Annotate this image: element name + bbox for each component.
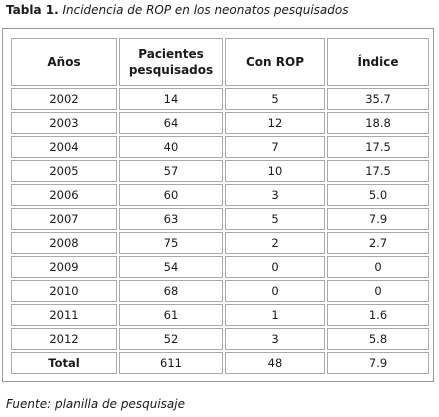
table-header-row: Años Pacientes pesquisados Con ROP Índic… [11,38,429,86]
table-frame: Años Pacientes pesquisados Con ROP Índic… [2,28,434,382]
cell-rop: 5 [225,88,325,110]
cell-index: 0 [327,256,429,278]
cell-year: 2012 [11,328,117,350]
cell-patients: 63 [119,208,223,230]
cell-rop: 10 [225,160,325,182]
total-index: 7.9 [327,352,429,374]
table-row: 2009 54 0 0 [11,256,429,278]
cell-index: 5.0 [327,184,429,206]
cell-year: 2004 [11,136,117,158]
cell-patients: 68 [119,280,223,302]
cell-patients: 75 [119,232,223,254]
header-year: Años [11,38,117,86]
cell-rop: 3 [225,184,325,206]
cell-year: 2007 [11,208,117,230]
header-patients-line2: pesquisados [128,63,214,77]
cell-index: 35.7 [327,88,429,110]
cell-index: 5.8 [327,328,429,350]
source-note: Fuente: planilla de pesquisaje [6,397,185,411]
cell-patients: 61 [119,304,223,326]
cell-index: 17.5 [327,160,429,182]
table-row: 2008 75 2 2.7 [11,232,429,254]
table-total-row: Total 611 48 7.9 [11,352,429,374]
cell-year: 2009 [11,256,117,278]
cell-patients: 64 [119,112,223,134]
cell-patients: 60 [119,184,223,206]
table-row: 2004 40 7 17.5 [11,136,429,158]
cell-rop: 12 [225,112,325,134]
cell-year: 2011 [11,304,117,326]
cell-rop: 5 [225,208,325,230]
header-patients-line1: Pacientes [138,47,204,61]
table-row: 2010 68 0 0 [11,280,429,302]
total-label: Total [11,352,117,374]
table-row: 2002 14 5 35.7 [11,88,429,110]
header-index: Índice [327,38,429,86]
table-row: 2006 60 3 5.0 [11,184,429,206]
table-caption-text: Incidencia de ROP en los neonatos pesqui… [62,3,349,17]
cell-patients: 14 [119,88,223,110]
cell-index: 2.7 [327,232,429,254]
cell-index: 7.9 [327,208,429,230]
table-row: 2007 63 5 7.9 [11,208,429,230]
cell-rop: 0 [225,256,325,278]
rop-incidence-table: Años Pacientes pesquisados Con ROP Índic… [9,36,431,376]
cell-index: 1.6 [327,304,429,326]
cell-year: 2006 [11,184,117,206]
cell-index: 0 [327,280,429,302]
table-row: 2012 52 3 5.8 [11,328,429,350]
cell-rop: 0 [225,280,325,302]
cell-patients: 40 [119,136,223,158]
cell-patients: 54 [119,256,223,278]
cell-year: 2002 [11,88,117,110]
table-caption: Tabla 1. Incidencia de ROP en los neonat… [6,2,436,18]
table-row: 2003 64 12 18.8 [11,112,429,134]
cell-year: 2010 [11,280,117,302]
cell-rop: 2 [225,232,325,254]
table-row: 2011 61 1 1.6 [11,304,429,326]
total-patients: 611 [119,352,223,374]
cell-index: 17.5 [327,136,429,158]
cell-rop: 7 [225,136,325,158]
cell-year: 2005 [11,160,117,182]
cell-year: 2008 [11,232,117,254]
header-rop: Con ROP [225,38,325,86]
cell-rop: 3 [225,328,325,350]
cell-year: 2003 [11,112,117,134]
cell-index: 18.8 [327,112,429,134]
table-caption-label: Tabla 1. [6,3,59,17]
cell-rop: 1 [225,304,325,326]
header-patients: Pacientes pesquisados [119,38,223,86]
table-row: 2005 57 10 17.5 [11,160,429,182]
total-rop: 48 [225,352,325,374]
cell-patients: 57 [119,160,223,182]
cell-patients: 52 [119,328,223,350]
